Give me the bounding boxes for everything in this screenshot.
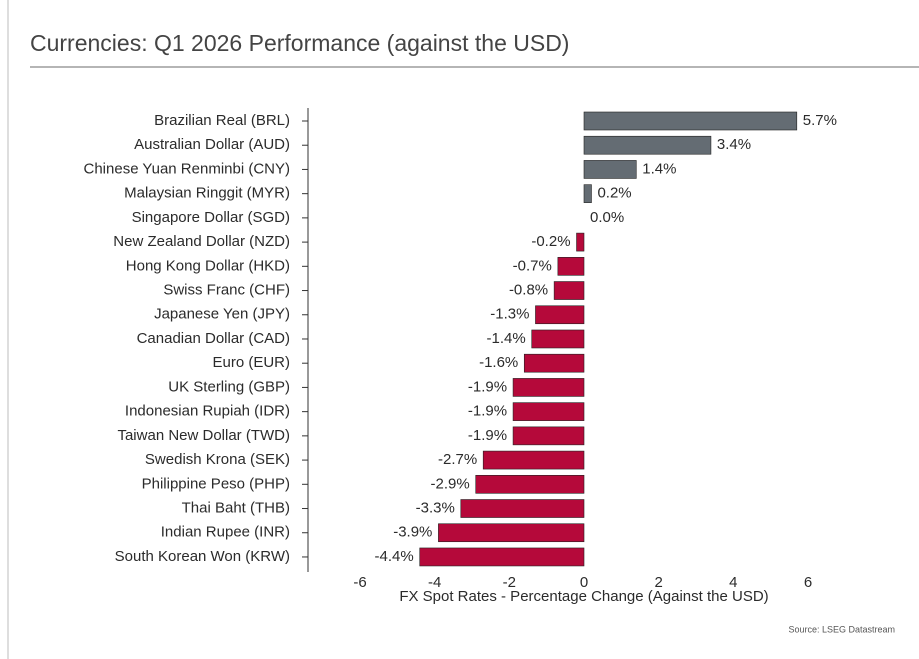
x-tick-label: 0 — [580, 574, 588, 591]
value-label: -1.4% — [487, 330, 526, 347]
y-tick-label: Swedish Krona (SEK) — [145, 451, 290, 468]
bar — [583, 135, 712, 155]
x-tick-label: 2 — [654, 574, 662, 591]
value-label: -1.9% — [468, 427, 507, 444]
y-tick-label: Australian Dollar (AUD) — [134, 136, 290, 153]
chart-title: Currencies: Q1 2026 Performance (against… — [30, 30, 569, 56]
value-label: -0.8% — [509, 282, 548, 299]
value-label: -2.9% — [431, 475, 470, 492]
bar — [512, 402, 585, 421]
value-label: -3.9% — [393, 524, 432, 541]
bar — [531, 329, 585, 349]
bar — [438, 523, 585, 543]
value-label: -1.3% — [490, 306, 529, 323]
bar — [419, 547, 585, 567]
y-tick-label: Brazilian Real (BRL) — [154, 112, 290, 129]
y-tick-label: Indian Rupee (INR) — [161, 524, 290, 541]
value-label: -4.4% — [375, 548, 414, 565]
value-label: -1.6% — [479, 354, 518, 371]
bar — [583, 160, 637, 179]
value-label: -3.3% — [416, 499, 455, 516]
bar — [583, 111, 798, 131]
y-tick-label: Singapore Dollar (SGD) — [132, 209, 290, 226]
value-label: -1.9% — [468, 403, 507, 420]
y-tick-label: Japanese Yen (JPY) — [154, 306, 290, 323]
y-tick-label: UK Sterling (GBP) — [168, 378, 290, 395]
bar — [553, 281, 585, 300]
bar — [523, 353, 585, 373]
bar — [512, 378, 585, 397]
source: Source: LSEG Datastream — [788, 624, 895, 634]
x-tick-label: 6 — [804, 574, 812, 591]
bar — [583, 184, 592, 203]
x-tick-label: 4 — [729, 574, 737, 591]
bar — [535, 305, 585, 325]
y-tick-label: Indonesian Rupiah (IDR) — [125, 403, 290, 420]
bar — [460, 499, 585, 518]
y-tick-label: Euro (EUR) — [212, 354, 290, 371]
value-label: 0.2% — [597, 185, 631, 202]
y-tick-label: Philippine Peso (PHP) — [142, 475, 290, 492]
y-tick-label: Hong Kong Dollar (HKD) — [126, 257, 290, 274]
value-label: 5.7% — [803, 112, 837, 129]
y-tick-label: Canadian Dollar (CAD) — [137, 330, 290, 347]
y-tick-label: South Korean Won (KRW) — [115, 548, 290, 565]
y-tick-label: Malaysian Ringgit (MYR) — [124, 185, 290, 202]
x-tick-label: -4 — [428, 574, 441, 591]
bar — [557, 257, 585, 276]
y-tick-label: Swiss Franc (CHF) — [163, 282, 290, 299]
bar — [512, 426, 585, 446]
value-label: -1.9% — [468, 378, 507, 395]
y-tick-label: Thai Baht (THB) — [182, 499, 290, 516]
value-label: -0.2% — [531, 233, 570, 250]
y-tick-label: Taiwan New Dollar (TWD) — [117, 427, 290, 444]
value-label: -0.7% — [513, 257, 552, 274]
x-tick-label: -2 — [503, 574, 516, 591]
bar — [475, 474, 585, 494]
bar — [576, 232, 585, 252]
value-label: 0.0% — [590, 209, 624, 226]
value-label: 3.4% — [717, 136, 751, 153]
x-tick-label: -6 — [353, 574, 366, 591]
y-tick-label: Chinese Yuan Renminbi (CNY) — [84, 160, 291, 177]
x-axis-label: FX Spot Rates - Percentage Change (Again… — [399, 588, 768, 605]
value-label: 1.4% — [642, 160, 676, 177]
value-label: -2.7% — [438, 451, 477, 468]
bar — [482, 450, 585, 470]
y-tick-label: New Zealand Dollar (NZD) — [113, 233, 290, 250]
